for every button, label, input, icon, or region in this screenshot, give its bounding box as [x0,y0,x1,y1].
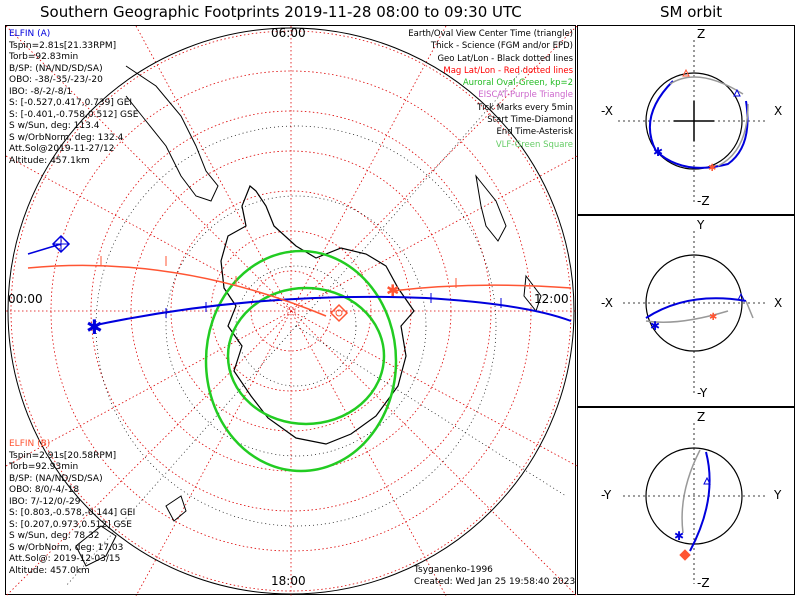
sm-canvas-xy: ✱ ✱ [623,231,768,394]
elfin-b-line: Att.Sol@: 2019-12-03/15 [9,554,121,564]
svg-text:✱: ✱ [674,529,684,543]
map-canvas: ✱ ✱ [6,26,577,596]
elfin-a-line: S: [-0.527,0.417,0.739] GEI [9,98,133,108]
hour-label-left: 00:00 [8,292,43,306]
antarctica-coastline [220,185,415,445]
elfin-b-line: B/SP: (NA/ND/SD/SA) [9,473,103,484]
sm-axis-label: Y [774,488,782,502]
svg-text:✱: ✱ [650,319,660,333]
sm-panel-xz: ✱ ✱ Z -Z -X X [577,25,795,215]
elfin-b-line: IBO: 7/-12/0/-29 [9,496,81,507]
elfin-b-line: S w/Sun, deg: 78.32 [9,531,100,541]
elfin-b-track-2 [390,284,572,292]
hour-label-bottom: 18:00 [271,574,306,588]
elfin-b-line: OBO: 8/0/-4/-18 [9,485,80,495]
elfin-b-name: ELFIN (B) [9,439,51,449]
auroral-oval-inner [226,286,386,426]
credits-created: Created: Wed Jan 25 19:58:40 2023 [414,576,576,587]
elfin-a-start-diamond [51,234,71,254]
svg-text:✱: ✱ [708,163,716,174]
credits-author: Tsyganenko-1996 [414,565,493,575]
sm-axis-label: -X [601,296,613,310]
legend-item: VLF-Green Square [495,139,573,150]
elfin-a-line: S: [-0.401,-0.758,0.512] GSE [9,109,139,120]
credits: Tsyganenko-1996 Created: Wed Jan 25 19:5… [414,565,575,588]
elfin-a-ticks [165,293,502,318]
sm-axis-label: Y [697,218,705,232]
sm-axis-label: Z [697,410,706,424]
hour-label-right: 12:00 [534,292,569,306]
polar-map: ✱ ✱ 06:00 00:00 12: [5,25,577,596]
elfin-b-start-diamond [329,303,349,323]
elfin-a-line: Att.Sol@2019-11-27/12 [9,144,115,154]
legend-item: Earth/Oval View Center Time (triangle) [408,29,573,39]
elfin-b-info: ELFIN (B) Tspin=2.91s[20.58RPM] Torb=92.… [9,439,135,577]
legend-item: Start Time-Diamond [487,115,573,126]
landmass-fragment [475,174,542,313]
elfin-a-name: ELFIN (A) [9,29,51,39]
hour-label-top: 06:00 [271,26,306,40]
legend-item: Geo Lat/Lon - Black dotted lines [437,53,573,64]
elfin-b-ticks [100,256,457,288]
svg-text:✱: ✱ [709,312,717,323]
legend: Earth/Oval View Center Time (triangle) T… [408,28,573,151]
sm-axis-label: -Z [697,194,710,208]
elfin-a-track [90,295,572,327]
elfin-a-info: ELFIN (A) Tspin=2.81s[21.33RPM] Torb=92.… [9,29,138,167]
elfin-a-line: S w/OrbNorm, deg: 132.4 [9,132,124,143]
sm-canvas-xz: ✱ ✱ [618,40,768,202]
sm-panel-yz: ✱ Z -Z -Y Y [577,407,795,595]
horizon-circle [7,27,575,595]
sm-axis-label: -Z [697,576,710,590]
elfin-b-end-asterisk: ✱ [386,281,399,300]
legend-item: Tick Marks every 5min [477,102,573,113]
elfin-b-line: S: [0.803,-0.578,-0.144] GEI [9,508,136,518]
sm-axis-label: -X [601,104,613,118]
legend-item: EISCAT-Purple Triangle [478,90,573,101]
sm-axis-label: -Y [697,386,708,400]
elfin-b-line: S w/OrbNorm, deg: 17.03 [9,542,124,553]
south-america-coast [125,65,219,202]
sm-axis-label: -Y [601,488,612,502]
elfin-a-line: OBO: -38/-35/-23/-20 [9,75,103,85]
legend-item: Mag Lat/Lon - Red dotted lines [443,65,573,76]
sm-axis-label: X [774,296,783,310]
elfin-b-line: S: [0.207,0.973,0.512] GSE [9,519,132,530]
auroral-oval-outer [204,249,398,473]
elfin-a-line: Altitude: 457.1km [9,155,90,166]
legend-item: Auroral Oval-Green, kp=2 [462,78,573,89]
sm-panel-xy: ✱ ✱ Y -Y -X X [577,215,795,407]
elfin-a-line: IBO: -8/-2/-8/1 [9,86,73,97]
elfin-b-line: Torb=92.93min [9,462,79,472]
sm-axis-label: X [774,104,783,118]
page-title: Southern Geographic Footprints 2019-11-2… [40,3,522,21]
legend-item: End Time-Asterisk [496,127,573,138]
elfin-b-track [27,264,327,317]
svg-text:✱: ✱ [653,145,663,159]
elfin-a-line: Tspin=2.81s[21.33RPM] [9,40,117,51]
elfin-a-start-segment [27,243,62,255]
landmass-fragment [75,495,187,567]
elfin-a-end-asterisk: ✱ [86,315,103,339]
legend-item: Thick - Science (FGM and/or EPD) [430,41,573,52]
elfin-a-line: B/SP: (NA/ND/SD/SA) [9,63,103,74]
elfin-b-line: Altitude: 457.0km [9,565,90,576]
elfin-b-line: Tspin=2.91s[20.58RPM] [9,450,117,461]
sm-orbit-title: SM orbit [660,3,723,21]
elfin-a-line: S w/Sun, deg: 113.4 [9,121,100,131]
elfin-a-line: Torb=92.83min [9,52,79,62]
sm-canvas-yz: ✱ [623,423,768,584]
sm-axis-label: Z [697,27,706,41]
